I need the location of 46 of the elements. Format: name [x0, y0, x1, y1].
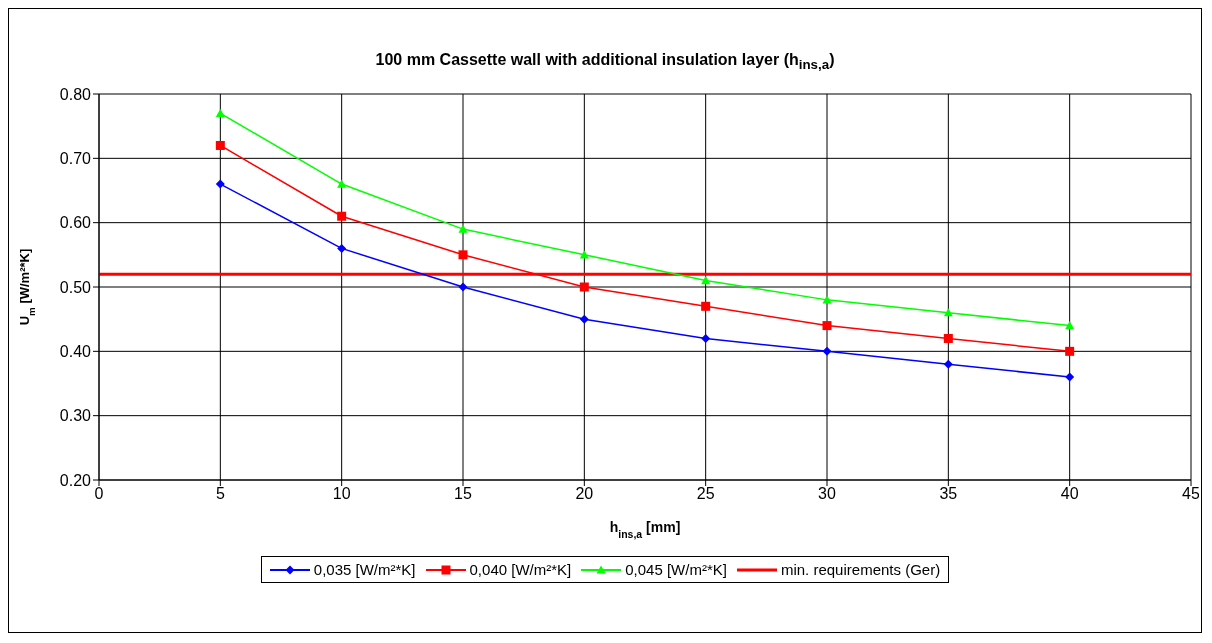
point — [1065, 321, 1075, 330]
y-tick-label: 0.70 — [59, 150, 92, 168]
point — [943, 359, 953, 369]
point — [215, 141, 225, 151]
point — [822, 321, 832, 331]
legend-label: 0,045 [W/m²*K] — [625, 561, 727, 579]
point — [822, 347, 832, 357]
x-tick-label: 35 — [939, 485, 958, 503]
point — [215, 108, 225, 118]
point — [337, 211, 347, 221]
x-tick-label: 20 — [575, 485, 594, 503]
y-tick-label: 0.60 — [59, 214, 92, 232]
point — [579, 314, 589, 324]
point — [943, 334, 953, 344]
y-tick-label: 0.50 — [59, 278, 92, 296]
point — [579, 250, 589, 259]
point — [215, 179, 225, 189]
legend-label: 0,040 [W/m²*K] — [469, 561, 572, 579]
x-tick-label: 15 — [454, 485, 472, 503]
point — [1065, 347, 1075, 357]
x-tick-label: 25 — [696, 485, 715, 503]
y-tick-label: 0.20 — [59, 471, 92, 489]
x-tick-label: 40 — [1060, 485, 1079, 503]
point — [701, 334, 711, 344]
x-tick-label: 30 — [818, 485, 836, 503]
chart-title: 100 mm Cassette wall with additional insulation layer (h$_{ins,a}$) — [374, 51, 836, 73]
legend-label: min. requirements (Ger) — [780, 561, 941, 579]
point — [943, 308, 953, 317]
point — [337, 244, 347, 254]
point — [337, 179, 347, 188]
x-tick-label: 5 — [215, 485, 225, 503]
x-axis-title: h$_{ins,a}$ [mm] — [609, 519, 681, 541]
x-tick-label: 45 — [1182, 485, 1200, 503]
point — [701, 301, 711, 311]
point — [458, 224, 468, 233]
point — [458, 282, 468, 292]
y-tick-label: 0.30 — [59, 407, 92, 425]
point — [458, 250, 468, 260]
y-tick-label: 0.40 — [59, 343, 92, 361]
x-tick-label: 0 — [94, 485, 104, 503]
point — [1065, 372, 1075, 382]
legend-label: 0,035 [W/m²*K] — [313, 561, 416, 579]
x-tick-label: 10 — [332, 485, 351, 503]
point — [701, 276, 711, 285]
point — [579, 282, 589, 292]
y-tick-label: 0.80 — [59, 85, 92, 103]
